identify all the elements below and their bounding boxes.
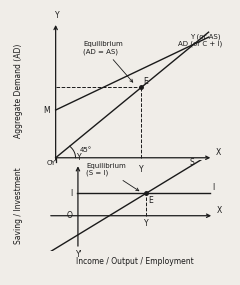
Text: O: O xyxy=(67,211,72,220)
Text: Income / Output / Employment: Income / Output / Employment xyxy=(76,257,193,266)
Text: X: X xyxy=(217,206,222,215)
Text: Y: Y xyxy=(144,219,148,228)
Text: AD (or C + I): AD (or C + I) xyxy=(178,40,222,47)
Text: E: E xyxy=(144,77,148,86)
Text: OY: OY xyxy=(46,160,56,166)
Text: Saving / Investment: Saving / Investment xyxy=(14,167,23,244)
Text: Equilibrium
(S = I): Equilibrium (S = I) xyxy=(86,163,139,191)
Text: Y: Y xyxy=(139,165,144,174)
Text: E: E xyxy=(149,196,153,205)
Text: I: I xyxy=(70,189,72,198)
Text: Y (or AS): Y (or AS) xyxy=(190,33,221,40)
Text: S: S xyxy=(190,158,194,167)
Text: 45°: 45° xyxy=(79,147,92,153)
Text: I: I xyxy=(213,183,215,192)
Text: Y: Y xyxy=(77,153,82,162)
Text: Equilibrium
(AD = AS): Equilibrium (AD = AS) xyxy=(83,41,133,82)
Text: X: X xyxy=(216,148,222,157)
Text: Y': Y' xyxy=(76,250,83,259)
Text: M: M xyxy=(44,105,50,115)
Text: Aggregate Demand (AD): Aggregate Demand (AD) xyxy=(14,44,23,139)
Text: Y: Y xyxy=(55,11,60,20)
